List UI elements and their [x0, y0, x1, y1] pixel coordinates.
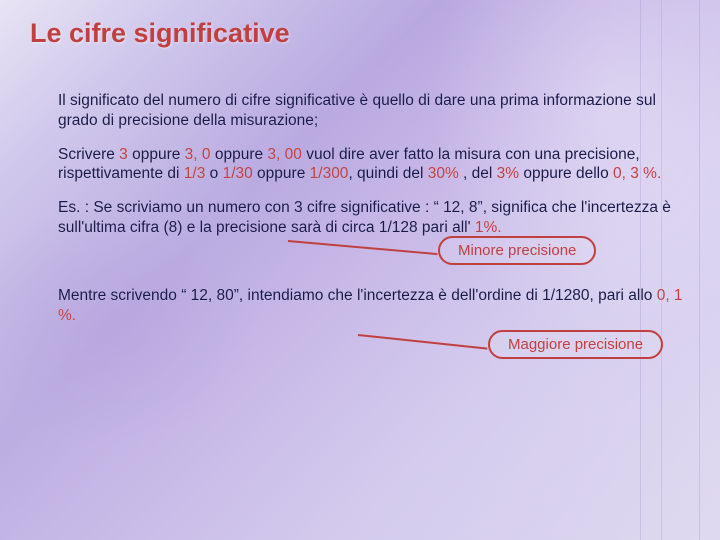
text: Scrivere: [58, 146, 119, 163]
hl: 0, 3 %.: [613, 165, 661, 182]
callout-minore: Minore precisione: [438, 236, 596, 265]
hl: 3, 00: [267, 146, 301, 163]
paragraph-example2: Mentre scrivendo “ 12, 80”, intendiamo c…: [58, 286, 690, 326]
hl: 1/3: [184, 165, 206, 182]
paragraph-intro: Il significato del numero di cifre signi…: [58, 91, 690, 131]
callout-maggiore: Maggiore precisione: [488, 330, 663, 359]
paragraph-precision: Scrivere 3 oppure 3, 0 oppure 3, 00 vuol…: [58, 145, 690, 185]
text: o: [205, 165, 222, 182]
hl: 3%: [497, 165, 519, 182]
paragraph-example1: Es. : Se scriviamo un numero con 3 cifre…: [58, 198, 690, 238]
text: oppure: [211, 146, 268, 163]
hl: 30%: [428, 165, 459, 182]
callout-connector: [288, 240, 438, 255]
text: Es. : Se scriviamo un numero con 3 cifre…: [58, 199, 671, 236]
text: oppure: [253, 165, 310, 182]
text: , quindi del: [348, 165, 427, 182]
hl: 3, 0: [185, 146, 211, 163]
hl: 1/30: [223, 165, 253, 182]
page-title: Le cifre significative: [30, 18, 690, 49]
callout-wrap-2: Maggiore precisione: [58, 328, 690, 366]
text: oppure: [128, 146, 185, 163]
text: , del: [459, 165, 497, 182]
callout-wrap-1: Minore precisione: [58, 240, 690, 278]
callout-connector: [358, 334, 487, 350]
text: oppure dello: [519, 165, 613, 182]
hl: 1%.: [475, 219, 502, 236]
hl: 3: [119, 146, 128, 163]
text: Mentre scrivendo “ 12, 80”, intendiamo c…: [58, 287, 657, 304]
hl: 1/300: [310, 165, 349, 182]
